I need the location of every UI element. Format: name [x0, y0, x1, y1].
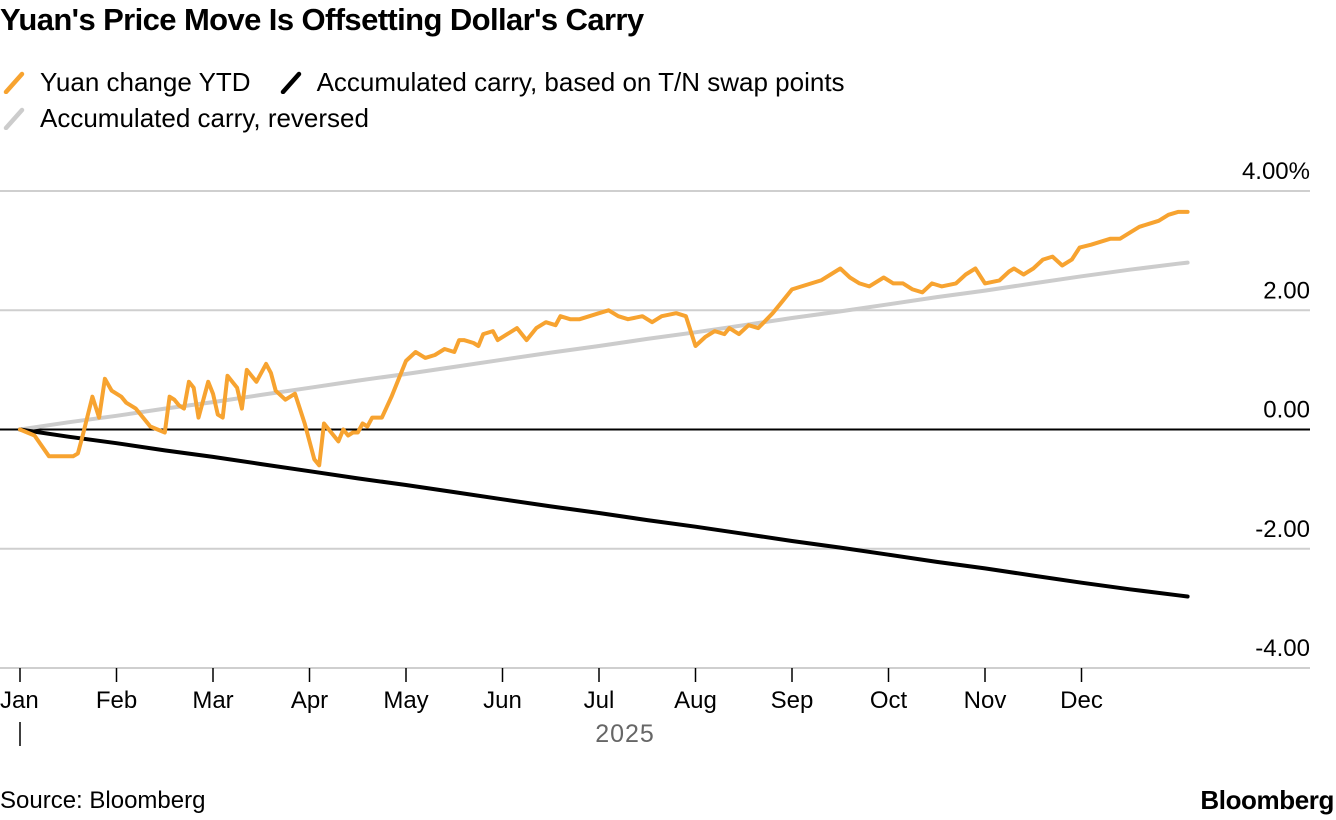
source-note: Source: Bloomberg	[0, 787, 206, 814]
x-tick-label: Jul	[584, 687, 615, 714]
x-tick-label: Oct	[870, 687, 908, 714]
line-chart: 4.00%2.000.00-2.00-4.00 Jan Feb Mar Apr May J…	[0, 158, 1310, 748]
y-tick-label: 2.00	[1263, 277, 1310, 304]
series-lines	[18, 209, 1190, 599]
x-tick-label: Feb	[96, 687, 137, 714]
legend-item-carry-reversed: Accumulated carry, reversed	[0, 103, 369, 134]
y-tick-label: -4.00	[1255, 635, 1310, 662]
bloomberg-logo: Bloomberg	[1200, 785, 1334, 815]
x-tick-label: Mar	[192, 687, 233, 714]
legend-label-yuan: Yuan change YTD	[40, 66, 251, 97]
legend-row-2: Accumulated carry, reversed	[0, 100, 1000, 136]
y-tick-label: -2.00	[1255, 516, 1310, 543]
x-tick-label: Aug	[674, 687, 717, 714]
legend-swatch-carry	[280, 71, 301, 94]
x-tick-label: Jan	[0, 687, 39, 714]
series-line-yuan	[18, 209, 1190, 468]
legend-swatch-carry-reversed	[3, 107, 25, 130]
y-tick-label: 4.00%	[1242, 158, 1310, 185]
y-axis-ticks: 4.00% 2.00 0.00 -2.00 -4.00	[1242, 158, 1310, 662]
x-tick-label: Jun	[483, 687, 522, 714]
x-tick-label: Apr	[291, 687, 328, 714]
legend: Yuan change YTD Accumulated carry, based…	[0, 64, 1000, 136]
legend-item-yuan: Yuan change YTD	[0, 67, 251, 98]
legend-swatch-yuan	[3, 71, 25, 94]
legend-label-carry-reversed: Accumulated carry, reversed	[40, 102, 369, 133]
gridlines	[0, 190, 1310, 669]
legend-label-carry: Accumulated carry, based on T/N swap poi…	[316, 66, 845, 97]
series-line-carry-reversed	[18, 260, 1190, 432]
x-tick-label: Nov	[964, 687, 1007, 714]
chart-title: Yuan's Price Move Is Offsetting Dollar's…	[0, 2, 644, 37]
series-line-carry	[18, 427, 1190, 599]
x-axis-ticks: Jan Feb Mar Apr May Jun Jul Aug Sep Oct Nov Dec	[0, 668, 1103, 746]
x-tick-label: Dec	[1060, 687, 1103, 714]
legend-row-1: Yuan change YTD Accumulated carry, based…	[0, 64, 1000, 100]
x-tick-label: May	[383, 687, 428, 714]
x-tick-label: Sep	[771, 687, 814, 714]
x-axis-year-label: 2025	[595, 720, 655, 748]
legend-item-carry: Accumulated carry, based on T/N swap poi…	[277, 67, 845, 98]
y-tick-label: 0.00	[1263, 397, 1310, 424]
